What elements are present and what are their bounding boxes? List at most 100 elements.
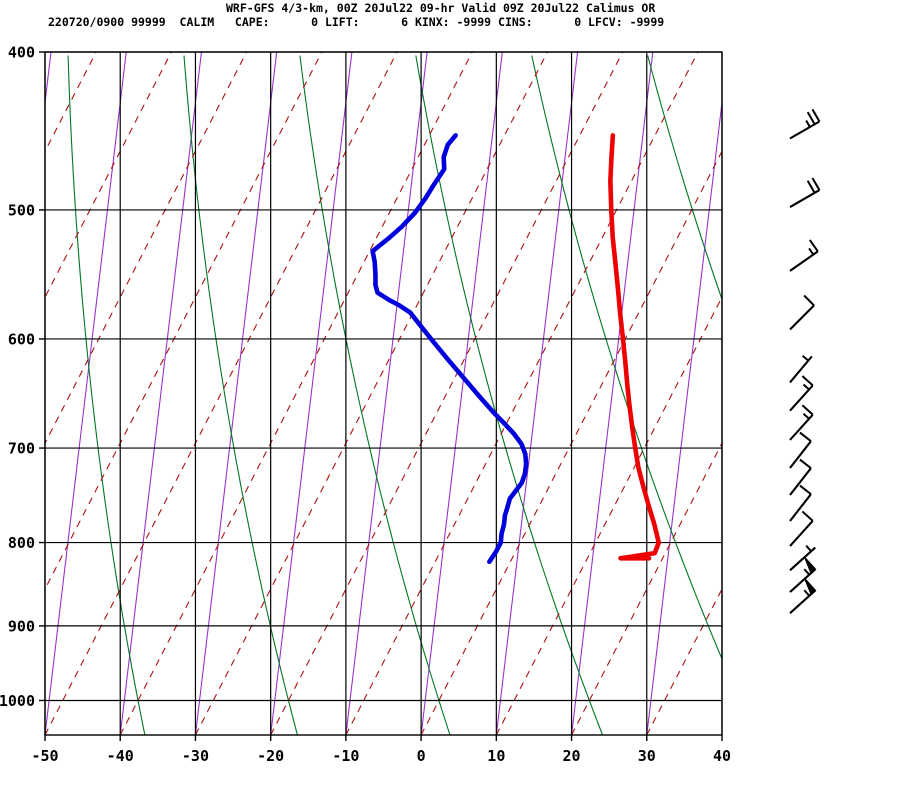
barb-shaft xyxy=(789,440,812,469)
isotherm-line xyxy=(495,295,722,735)
isotherm-line xyxy=(45,52,323,591)
temperature-axis-label: -20 xyxy=(257,747,284,765)
pressure-axis-label: 1000 xyxy=(0,692,35,710)
barb-half-feather xyxy=(802,383,810,391)
dry-adiabat-lines xyxy=(67,55,900,735)
isotherm-line xyxy=(345,52,699,735)
barb-half-feather xyxy=(803,589,811,597)
mixing-ratio-line xyxy=(646,97,722,735)
isotherm-line xyxy=(194,52,548,735)
barb-shaft xyxy=(789,520,814,547)
temperature-axis-label: 20 xyxy=(563,747,581,765)
barb-full-feather xyxy=(799,458,812,469)
isotherm-line xyxy=(571,441,722,735)
header-indices-line: 220720/0900 99999 CALIM CAPE: 0 LIFT: 6 … xyxy=(48,15,665,29)
barb-full-feather xyxy=(801,375,814,387)
dry-adiabat-line xyxy=(764,56,900,735)
dry-adiabat-line xyxy=(415,55,604,735)
axis-ticks xyxy=(39,51,723,741)
mixing-ratio-line xyxy=(194,52,278,735)
dewpoint-profile-curve xyxy=(370,133,529,565)
temperature-axis-label: -10 xyxy=(332,747,359,765)
plot-border xyxy=(44,51,723,736)
mixing-ratio-line xyxy=(495,52,579,735)
dry-adiabat-line xyxy=(880,56,900,735)
barb-full-feather xyxy=(806,111,816,125)
temperature-axis-labels: -50 -40 -30 -20 -10 0 10 20 30 40 xyxy=(31,747,731,765)
barb-half-feather xyxy=(805,119,811,128)
barb-pennant xyxy=(804,578,817,596)
dewpoint-trace xyxy=(370,133,529,565)
wind-barb xyxy=(789,177,821,208)
barb-full-feather xyxy=(811,177,821,191)
wind-barb-column xyxy=(789,108,821,614)
barb-full-feather xyxy=(801,510,814,522)
isotherm-line xyxy=(119,52,473,735)
temperature-profile-curve xyxy=(608,133,662,561)
dry-adiabat-line xyxy=(647,55,722,302)
isotherm-line xyxy=(270,52,624,735)
barb-half-feather xyxy=(801,354,809,362)
barb-half-feather xyxy=(805,544,812,552)
temperature-axis-label: -40 xyxy=(107,747,134,765)
wind-barb xyxy=(789,458,812,496)
isotherm-line xyxy=(45,52,172,299)
barb-shaft xyxy=(789,493,812,522)
mixing-ratio-line xyxy=(119,52,203,735)
dry-adiabat-line xyxy=(183,55,298,735)
wind-barb xyxy=(789,375,814,412)
pressure-axis-label: 800 xyxy=(8,534,35,552)
wind-barb xyxy=(789,294,815,331)
barb-full-feather xyxy=(799,484,812,495)
isotherm-line xyxy=(420,150,722,735)
isotherm-line xyxy=(721,733,722,735)
wind-barb xyxy=(789,354,813,384)
wind-barb xyxy=(789,484,812,522)
barb-full-feather xyxy=(801,404,814,416)
wind-barb xyxy=(789,404,814,441)
wind-barb xyxy=(789,431,812,469)
pressure-axis-label: 400 xyxy=(8,44,35,62)
isotherm-line xyxy=(45,52,398,735)
wind-barb xyxy=(789,108,821,140)
barb-half-feather xyxy=(802,412,810,420)
temperature-axis-label: 40 xyxy=(713,747,731,765)
mixing-ratio-line xyxy=(45,52,127,735)
wind-barb xyxy=(789,557,817,593)
temperature-axis-label: 30 xyxy=(638,747,656,765)
barb-full-feather xyxy=(803,294,815,307)
isotherm-line xyxy=(646,587,722,735)
wind-barb xyxy=(789,578,817,614)
temperature-axis-label: -50 xyxy=(31,747,58,765)
barb-half-feather xyxy=(808,247,815,256)
barb-pennant xyxy=(804,557,817,575)
barb-shaft xyxy=(789,467,812,496)
barb-shaft xyxy=(789,546,816,572)
wind-barb xyxy=(789,544,816,572)
temperature-axis-label: -30 xyxy=(182,747,209,765)
temperature-trace xyxy=(608,133,662,561)
isotherm-lines xyxy=(45,52,722,735)
barb-half-feather xyxy=(803,568,811,576)
barb-shaft xyxy=(789,120,820,140)
barb-full-feather xyxy=(799,431,812,442)
barb-full-feather xyxy=(809,239,819,252)
barb-shaft xyxy=(789,250,819,272)
pressure-axis-labels: 400 500 600 700 800 900 1000 xyxy=(0,44,35,710)
temperature-axis-label: 10 xyxy=(487,747,505,765)
pressure-axis-label: 600 xyxy=(8,330,35,348)
pressure-and-temperature-gridlines xyxy=(44,51,723,735)
barb-full-feather xyxy=(811,108,821,122)
barb-shaft xyxy=(789,189,820,208)
chart-header: WRF-GFS 4/3-km, 00Z 20Jul22 09-hr Valid … xyxy=(0,0,900,34)
header-title-line: WRF-GFS 4/3-km, 00Z 20Jul22 09-hr Valid … xyxy=(226,1,656,15)
wind-barb xyxy=(789,239,819,272)
mixing-ratio-line xyxy=(420,52,503,735)
mixing-ratio-line xyxy=(270,52,353,735)
mixing-ratio-line xyxy=(345,52,428,735)
barb-shaft xyxy=(789,355,813,384)
pressure-axis-label: 900 xyxy=(8,617,35,635)
pressure-axis-label: 700 xyxy=(8,440,35,458)
